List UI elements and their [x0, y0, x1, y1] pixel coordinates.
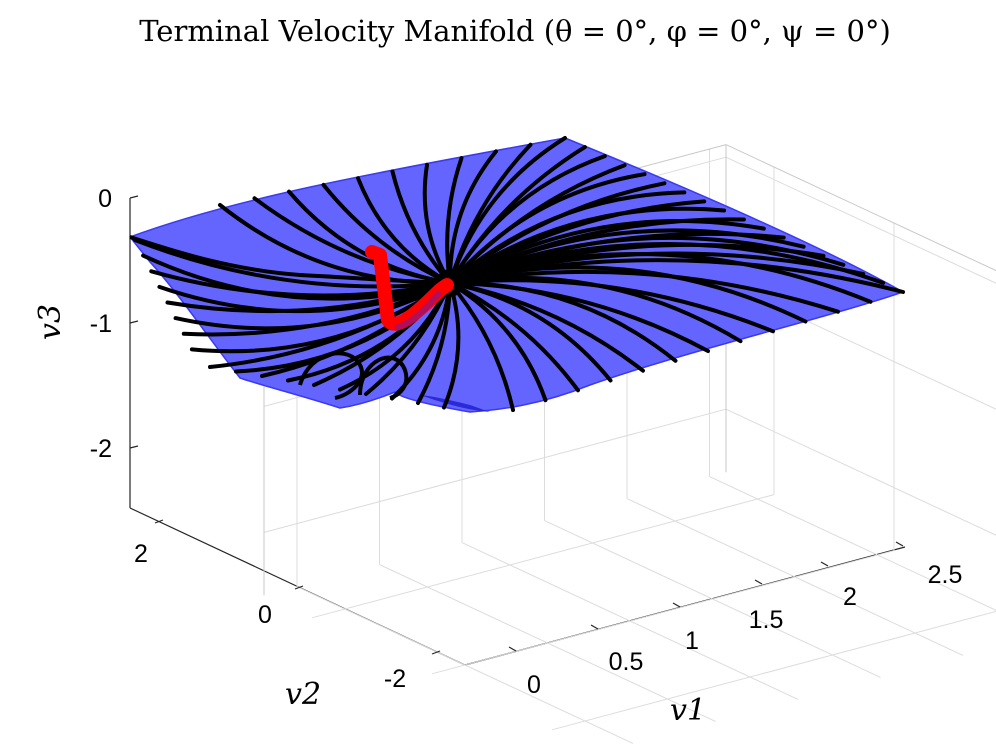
x-tick — [590, 624, 599, 630]
streamline — [448, 275, 743, 344]
streamline — [447, 149, 498, 285]
streamline — [173, 281, 452, 331]
axis-labels: v2 v1 v3 — [33, 304, 706, 728]
streamline — [448, 228, 806, 285]
y-tick-label: 2 — [134, 540, 148, 568]
z-tick — [129, 195, 139, 199]
streamline — [448, 281, 613, 383]
surface-fold — [420, 395, 490, 412]
x-tick — [820, 561, 829, 567]
axis-ticks: -2 -1 0 -2 0 2 0 0.5 1 1.5 2 2.5 — [90, 185, 963, 699]
streamline — [157, 281, 452, 314]
streamline — [448, 241, 886, 285]
x-tick-label: 2.5 — [928, 561, 963, 589]
streamline — [133, 238, 452, 289]
x-tick — [672, 602, 681, 608]
streamline — [448, 154, 607, 285]
z-tick — [129, 320, 139, 324]
y-tick — [294, 585, 304, 590]
streamline — [448, 280, 678, 363]
streamline — [442, 281, 461, 410]
highlight-trajectory — [365, 245, 454, 331]
x-tick-label: 1.5 — [749, 606, 784, 634]
y-tick — [154, 519, 164, 524]
grid-line — [725, 144, 996, 272]
streamline — [448, 136, 567, 285]
streamline — [448, 281, 515, 412]
z-tick-label: -1 — [90, 310, 112, 338]
grid-line — [725, 408, 996, 536]
streamline — [422, 162, 452, 285]
streamline — [448, 281, 548, 403]
streamline — [448, 190, 687, 285]
z-tick-label: 0 — [98, 185, 112, 213]
x-tick-label: 1 — [685, 627, 699, 655]
x-tick-label: 2 — [843, 583, 857, 611]
grid-line — [725, 156, 996, 284]
z-axis-label: v3 — [33, 304, 68, 340]
streamline — [287, 189, 452, 285]
streamline — [448, 265, 808, 324]
streamline — [358, 355, 409, 400]
y-tick — [431, 650, 441, 655]
grid-line — [431, 550, 895, 675]
streamline — [448, 251, 873, 304]
z-tick-label: -2 — [90, 435, 112, 463]
streamline — [448, 219, 766, 285]
y-axis-label: v2 — [285, 677, 321, 712]
streamline — [390, 169, 452, 285]
streamline — [141, 253, 452, 301]
streamlines — [129, 136, 905, 412]
streamline — [298, 351, 364, 400]
streamline — [448, 172, 647, 285]
grid-line — [263, 408, 727, 533]
x-axis-label: v1 — [670, 693, 706, 728]
streamline — [356, 176, 452, 285]
y-tick-label: -2 — [384, 665, 406, 693]
streamline — [448, 235, 846, 285]
x-tick-label: 0.5 — [609, 648, 644, 676]
streamline — [149, 269, 452, 298]
grid-line — [551, 610, 996, 731]
red-trajectory-shade — [394, 290, 443, 331]
streamline — [448, 206, 727, 285]
chart-title: Terminal Velocity Manifold (θ = 0°, φ = … — [139, 14, 891, 48]
x-tick — [754, 579, 763, 585]
x-tick-label: 0 — [527, 671, 541, 699]
streamline — [129, 235, 451, 285]
z-tick — [129, 445, 139, 449]
x-tick — [895, 541, 904, 547]
y-tick-label: 0 — [258, 601, 272, 629]
streamline — [338, 281, 452, 392]
x-tick — [508, 646, 517, 652]
grid-line — [311, 494, 775, 619]
